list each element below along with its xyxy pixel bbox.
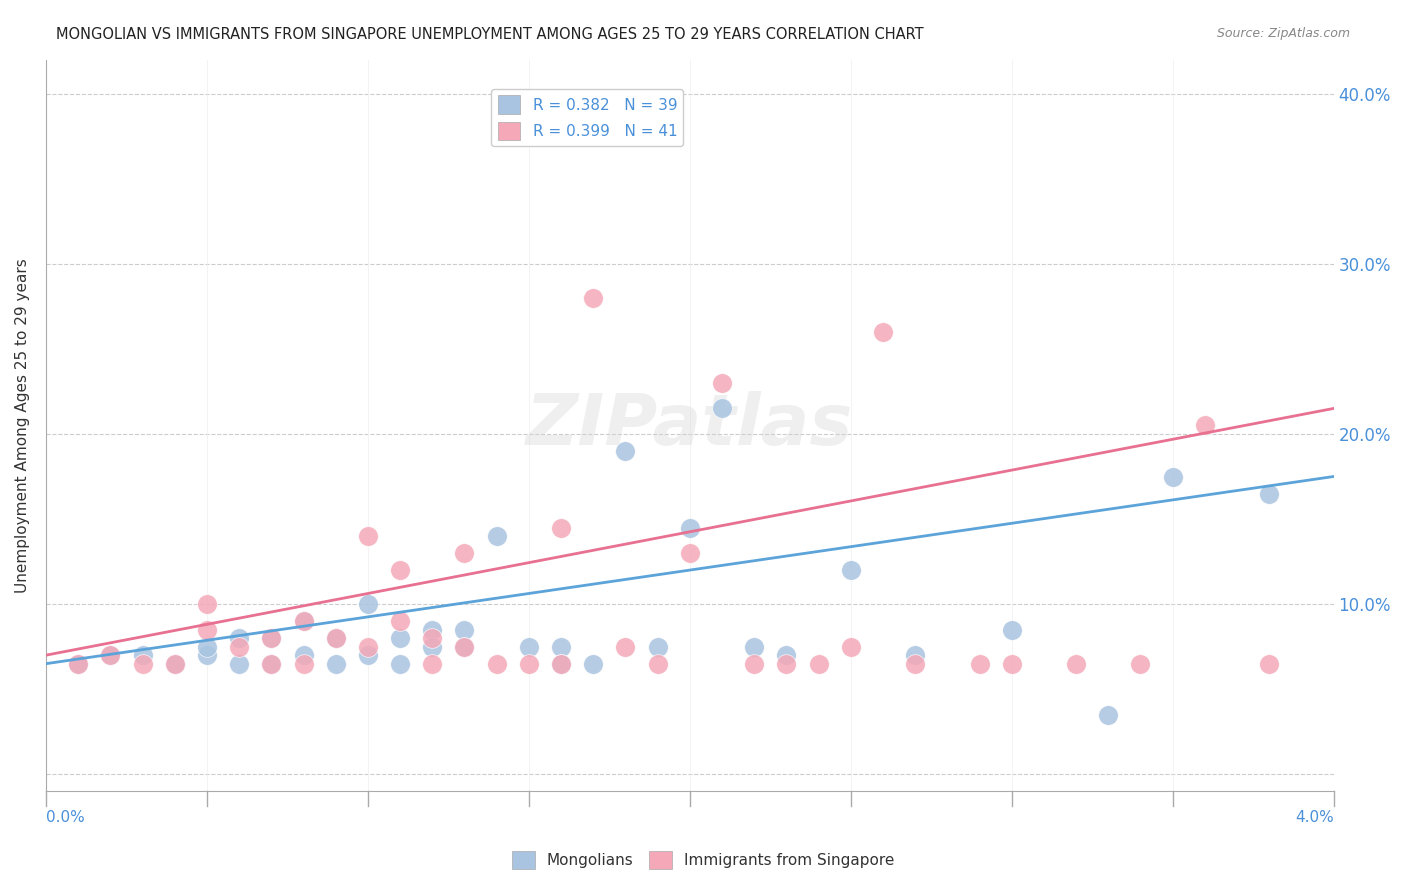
Point: [292, 648, 315, 663]
Point: [711, 376, 734, 390]
Point: [228, 657, 250, 671]
Text: Source: ZipAtlas.com: Source: ZipAtlas.com: [1216, 27, 1350, 40]
Point: [550, 657, 572, 671]
Point: [647, 640, 669, 654]
Point: [742, 657, 765, 671]
Point: [742, 640, 765, 654]
Point: [292, 614, 315, 628]
Point: [420, 640, 443, 654]
Point: [1129, 657, 1152, 671]
Point: [904, 648, 927, 663]
Point: [1161, 469, 1184, 483]
Point: [195, 640, 218, 654]
Point: [260, 631, 283, 645]
Point: [485, 529, 508, 543]
Point: [98, 648, 121, 663]
Point: [357, 597, 380, 611]
Text: 0.0%: 0.0%: [46, 810, 84, 824]
Point: [582, 657, 605, 671]
Point: [550, 640, 572, 654]
Point: [260, 657, 283, 671]
Point: [163, 657, 186, 671]
Point: [550, 657, 572, 671]
Point: [228, 631, 250, 645]
Point: [775, 648, 797, 663]
Text: ZIPatlas: ZIPatlas: [526, 391, 853, 460]
Legend: Mongolians, Immigrants from Singapore: Mongolians, Immigrants from Singapore: [506, 845, 900, 875]
Point: [647, 657, 669, 671]
Point: [98, 648, 121, 663]
Point: [517, 657, 540, 671]
Point: [67, 657, 90, 671]
Point: [325, 631, 347, 645]
Point: [389, 657, 412, 671]
Point: [1064, 657, 1087, 671]
Point: [872, 325, 894, 339]
Point: [453, 623, 475, 637]
Point: [195, 597, 218, 611]
Point: [260, 657, 283, 671]
Point: [1001, 623, 1024, 637]
Text: MONGOLIAN VS IMMIGRANTS FROM SINGAPORE UNEMPLOYMENT AMONG AGES 25 TO 29 YEARS CO: MONGOLIAN VS IMMIGRANTS FROM SINGAPORE U…: [56, 27, 924, 42]
Point: [1258, 657, 1281, 671]
Point: [1097, 707, 1119, 722]
Point: [228, 640, 250, 654]
Point: [389, 631, 412, 645]
Point: [485, 657, 508, 671]
Point: [550, 520, 572, 534]
Point: [839, 563, 862, 577]
Point: [807, 657, 830, 671]
Point: [420, 623, 443, 637]
Point: [389, 563, 412, 577]
Point: [325, 631, 347, 645]
Point: [453, 640, 475, 654]
Point: [679, 546, 702, 560]
Point: [1194, 418, 1216, 433]
Point: [839, 640, 862, 654]
Point: [614, 640, 637, 654]
Point: [614, 444, 637, 458]
Point: [389, 614, 412, 628]
Point: [131, 648, 153, 663]
Legend: R = 0.382   N = 39, R = 0.399   N = 41: R = 0.382 N = 39, R = 0.399 N = 41: [492, 89, 683, 146]
Point: [775, 657, 797, 671]
Point: [453, 546, 475, 560]
Point: [131, 657, 153, 671]
Point: [582, 291, 605, 305]
Point: [517, 640, 540, 654]
Point: [357, 640, 380, 654]
Point: [195, 623, 218, 637]
Y-axis label: Unemployment Among Ages 25 to 29 years: Unemployment Among Ages 25 to 29 years: [15, 258, 30, 593]
Point: [420, 657, 443, 671]
Point: [260, 631, 283, 645]
Point: [711, 401, 734, 416]
Point: [969, 657, 991, 671]
Point: [195, 648, 218, 663]
Point: [420, 631, 443, 645]
Point: [1001, 657, 1024, 671]
Point: [357, 648, 380, 663]
Text: 4.0%: 4.0%: [1295, 810, 1334, 824]
Point: [292, 657, 315, 671]
Point: [325, 657, 347, 671]
Point: [357, 529, 380, 543]
Point: [1258, 486, 1281, 500]
Point: [904, 657, 927, 671]
Point: [679, 520, 702, 534]
Point: [453, 640, 475, 654]
Point: [67, 657, 90, 671]
Point: [163, 657, 186, 671]
Point: [292, 614, 315, 628]
